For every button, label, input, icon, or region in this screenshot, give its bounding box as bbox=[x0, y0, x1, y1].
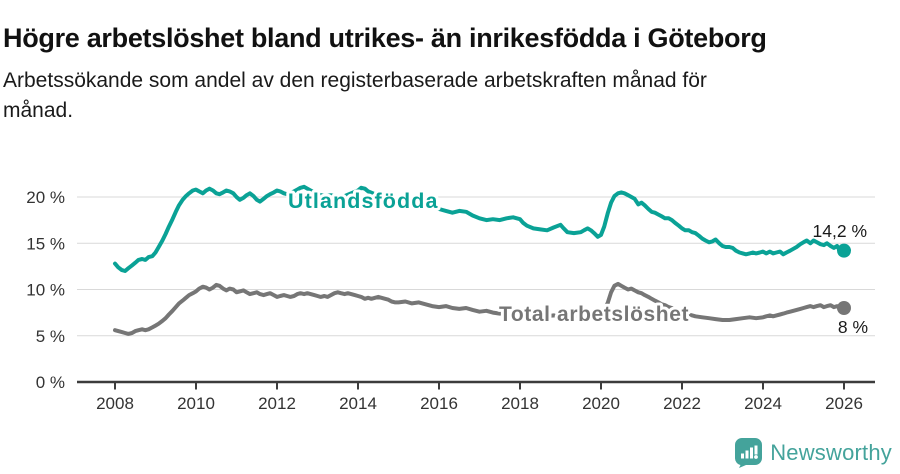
x-tick-label: 2010 bbox=[177, 394, 215, 413]
y-tick-label: 0 % bbox=[36, 373, 65, 392]
newsworthy-logo-icon bbox=[735, 438, 763, 468]
series-line-0 bbox=[113, 184, 846, 273]
newsworthy-logo-text: Newsworthy bbox=[770, 440, 892, 465]
end-value-label-1: 8 % bbox=[838, 317, 868, 337]
exclamation-bar bbox=[754, 445, 758, 455]
series-label-0: Utlandsfödda bbox=[288, 189, 439, 213]
y-tick-label: 15 % bbox=[26, 234, 65, 253]
newsworthy-branding: Newsworthy bbox=[735, 438, 892, 468]
x-tick-label: 2022 bbox=[663, 394, 701, 413]
x-tick-label: 2024 bbox=[744, 394, 782, 413]
bar-chart-bar-tall bbox=[750, 447, 754, 459]
end-value-label-0: 14,2 % bbox=[813, 221, 867, 241]
x-tick-label: 2008 bbox=[96, 394, 134, 413]
x-tick-label: 2014 bbox=[339, 394, 377, 413]
bar-chart-bar-medium bbox=[745, 450, 749, 459]
series-line-1 bbox=[113, 281, 846, 336]
subtitle-line-2: månad. bbox=[3, 99, 74, 122]
x-tick-label: 2016 bbox=[420, 394, 458, 413]
x-tick-label: 2012 bbox=[258, 394, 296, 413]
y-tick-label: 5 % bbox=[36, 327, 65, 346]
y-tick-label: 10 % bbox=[26, 281, 65, 300]
exclamation-dot bbox=[754, 455, 759, 459]
page-subtitle: Arbetssökande som andel av den registerb… bbox=[3, 66, 707, 126]
page-title: Högre arbetslöshet bland utrikes- än inr… bbox=[3, 23, 767, 54]
end-dot-1 bbox=[837, 301, 851, 315]
x-tick-label: 2020 bbox=[582, 394, 620, 413]
x-tick-label: 2018 bbox=[501, 394, 539, 413]
x-tick-label: 2026 bbox=[825, 394, 863, 413]
series-label-1: Total arbetslöshet bbox=[499, 303, 689, 326]
y-tick-label: 20 % bbox=[26, 188, 65, 207]
subtitle-line-1: Arbetssökande som andel av den registerb… bbox=[3, 69, 707, 92]
end-dot-0 bbox=[837, 243, 851, 258]
bar-chart-bar-small bbox=[741, 453, 745, 459]
